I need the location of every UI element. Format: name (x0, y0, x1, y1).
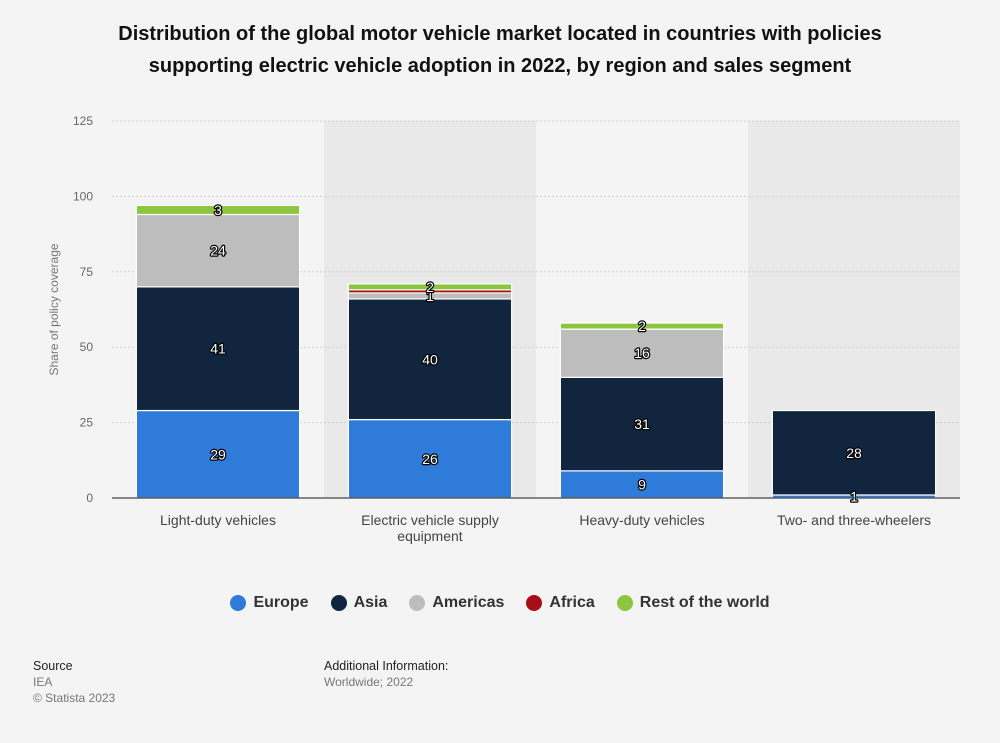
data-label-europe-1: 26 (422, 451, 438, 467)
legend-label-europe: Europe (253, 594, 309, 611)
data-label-asia-0: 41 (210, 341, 226, 357)
data-label-europe-2: 9 (638, 476, 646, 492)
x-tick-label-3-0: Two- and three-wheelers (777, 512, 931, 528)
x-tick-label-1-1: equipment (397, 528, 462, 544)
data-label-asia-2: 31 (634, 416, 650, 432)
y-tick-label-0: 0 (86, 491, 93, 505)
y-tick-label-50: 50 (80, 340, 94, 354)
bar-americas-0 (135, 213, 301, 288)
additional-info-text: Worldwide; 2022 (324, 675, 414, 689)
chart-title-line-1: Distribution of the global motor vehicle… (118, 23, 882, 45)
bar-europe-1 (347, 418, 513, 499)
bar-rest-of-the-world-2 (559, 322, 725, 330)
bar-asia-0 (135, 286, 301, 412)
data-label-americas-1: 1 (426, 288, 434, 304)
y-tick-label-100: 100 (73, 189, 93, 203)
data-label-asia-1: 40 (422, 351, 438, 367)
legend-dot-americas-icon (409, 595, 426, 611)
legend-label-rest-of-the-world: Rest of the world (639, 594, 770, 611)
bar-europe-0 (135, 409, 301, 499)
data-label-europe-3: 1 (850, 488, 858, 504)
additional-info-heading: Additional Information: (324, 659, 449, 673)
x-tick-label-0-0: Light-duty vehicles (160, 512, 276, 528)
legend-dot-asia-icon (330, 595, 347, 611)
bar-asia-3 (771, 409, 937, 496)
data-label-asia-3: 28 (846, 445, 862, 461)
bar-rest-of-the-world-0 (135, 204, 301, 216)
x-tick-label-2-0: Heavy-duty vehicles (579, 512, 704, 528)
legend-label-asia: Asia (353, 594, 388, 611)
footer-source: Source IEA © Statista 2023 (33, 658, 115, 706)
x-tick-label-1-0: Electric vehicle supply (361, 512, 499, 528)
legend-label-americas: Americas (432, 594, 505, 611)
source-heading: Source (33, 659, 73, 673)
data-label-rest-of-the-world-2: 2 (638, 318, 646, 334)
y-tick-label-25: 25 (80, 416, 94, 430)
legend-dot-africa-icon (526, 595, 543, 611)
bar-asia-2 (559, 376, 725, 472)
data-label-americas-0: 24 (210, 243, 226, 259)
y-tick-label-75: 75 (80, 265, 94, 279)
y-tick-label-125: 125 (73, 114, 93, 128)
legend-dot-europe-icon (230, 595, 247, 611)
bar-rest-of-the-world-1 (347, 283, 513, 291)
data-label-europe-0: 29 (210, 446, 226, 462)
source-name[interactable]: IEA (33, 675, 53, 689)
data-label-americas-2: 16 (634, 345, 650, 361)
legend-item-europe[interactable]: Europe (230, 594, 309, 612)
legend-dot-rest-of-the-world-icon (616, 595, 633, 611)
chart-title-line-2: supporting electric vehicle adoption in … (148, 55, 852, 77)
legend-item-asia[interactable]: Asia (330, 594, 388, 612)
bar-asia-1 (347, 298, 513, 421)
chart-legend: Europe Asia Americas Africa Rest of the … (0, 594, 1000, 612)
data-label-rest-of-the-world-1: 2 (426, 279, 434, 295)
legend-label-africa: Africa (549, 594, 595, 611)
y-axis-title: Share of policy coverage (47, 243, 61, 375)
footer-additional-info: Additional Information: Worldwide; 2022 (324, 658, 448, 690)
data-label-rest-of-the-world-0: 3 (214, 202, 222, 218)
legend-item-americas[interactable]: Americas (409, 594, 504, 612)
bar-americas-2 (559, 328, 725, 378)
chart-title: Distribution of the global motor vehicle… (60, 18, 940, 82)
copyright: © Statista 2023 (33, 691, 116, 705)
legend-item-rest-of-the-world[interactable]: Rest of the world (616, 594, 770, 612)
legend-item-africa[interactable]: Africa (526, 594, 595, 612)
